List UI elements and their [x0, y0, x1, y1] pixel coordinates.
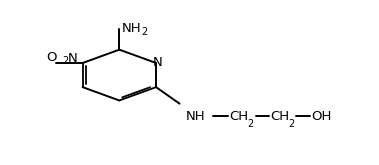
Text: NH: NH [185, 110, 205, 123]
Text: CH: CH [271, 110, 290, 123]
Text: 2: 2 [63, 56, 69, 66]
Text: CH: CH [230, 110, 249, 123]
Text: 2: 2 [288, 119, 294, 129]
Text: O: O [46, 51, 56, 64]
Text: 2: 2 [247, 119, 253, 129]
Text: OH: OH [312, 110, 332, 123]
Text: NH: NH [121, 22, 141, 35]
Text: N: N [67, 52, 77, 65]
Text: N: N [152, 56, 162, 69]
Text: 2: 2 [141, 27, 147, 37]
